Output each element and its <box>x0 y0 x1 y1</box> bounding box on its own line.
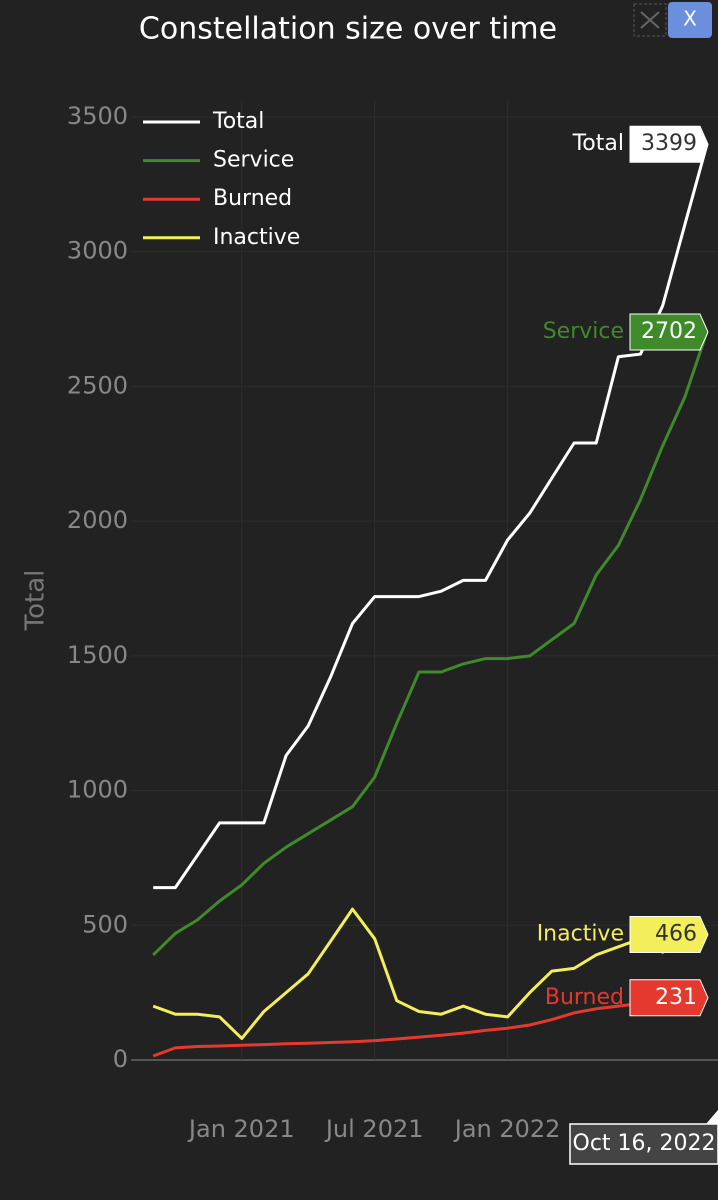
end-tag <box>629 125 709 163</box>
legend-label: Burned <box>213 186 292 211</box>
legend-label: Total <box>212 109 264 134</box>
series-line <box>152 331 709 956</box>
end-tag-value: 466 <box>655 921 697 946</box>
series-line <box>152 907 708 1040</box>
icon-button[interactable] <box>633 3 667 37</box>
x-tick-label: Jul 2021 <box>324 1115 424 1143</box>
end-tag-name: Inactive <box>537 921 624 946</box>
end-tag-value: 231 <box>655 985 697 1010</box>
chart-title: Constellation size over time <box>139 12 557 47</box>
end-tag-name: Burned <box>545 985 624 1010</box>
end-tag-name: Total <box>572 131 624 156</box>
hover-label: Oct 16, 2022 <box>573 1131 716 1156</box>
series-line <box>152 996 708 1058</box>
y-tick-label: 0 <box>113 1045 128 1073</box>
end-tag-value: 3399 <box>641 131 697 156</box>
y-tick-label: 3500 <box>67 102 128 130</box>
x-tick-label: Jan 2021 <box>187 1115 295 1143</box>
y-tick-label: 2000 <box>67 506 128 534</box>
y-tick-label: 1000 <box>67 776 128 804</box>
end-tag <box>629 915 709 953</box>
x-tick-label: Jan 2022 <box>453 1115 561 1143</box>
end-tag <box>629 313 709 351</box>
y-tick-label: 3000 <box>67 237 128 265</box>
close-button[interactable] <box>668 2 712 38</box>
end-tag-value: 2702 <box>641 319 697 344</box>
series-line <box>153 143 709 890</box>
legend-label: Inactive <box>213 225 300 250</box>
icon-frame[interactable] <box>633 3 667 37</box>
hover-pointer <box>706 1110 718 1124</box>
end-tag-name: Service <box>543 319 624 344</box>
icon-glyph <box>640 11 660 29</box>
legend-label: Service <box>213 148 294 173</box>
end-tag <box>629 979 709 1017</box>
close-button-label[interactable]: X <box>683 7 697 31</box>
y-tick-label: 1500 <box>67 641 128 669</box>
y-axis-label: Total <box>21 570 51 632</box>
y-tick-label: 2500 <box>67 371 128 399</box>
y-tick-label: 500 <box>82 910 128 938</box>
hover-box <box>569 1123 718 1165</box>
